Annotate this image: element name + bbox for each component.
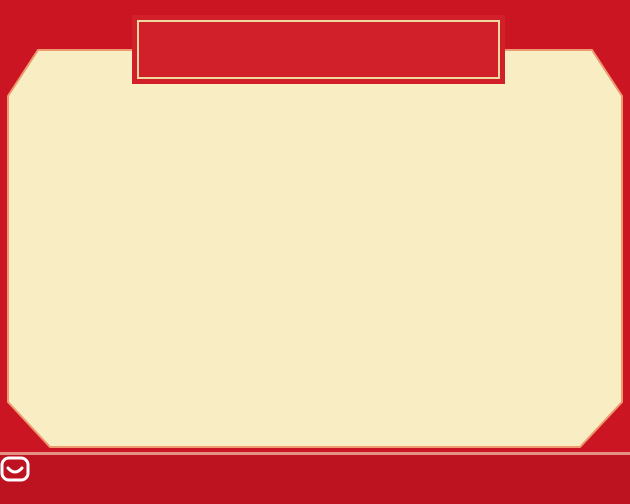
title-banner-frame xyxy=(137,20,500,79)
koubei-logo xyxy=(0,456,334,482)
footer xyxy=(0,455,630,504)
title-banner xyxy=(132,15,505,84)
footer-divider-line xyxy=(0,452,630,455)
panel xyxy=(7,49,623,448)
